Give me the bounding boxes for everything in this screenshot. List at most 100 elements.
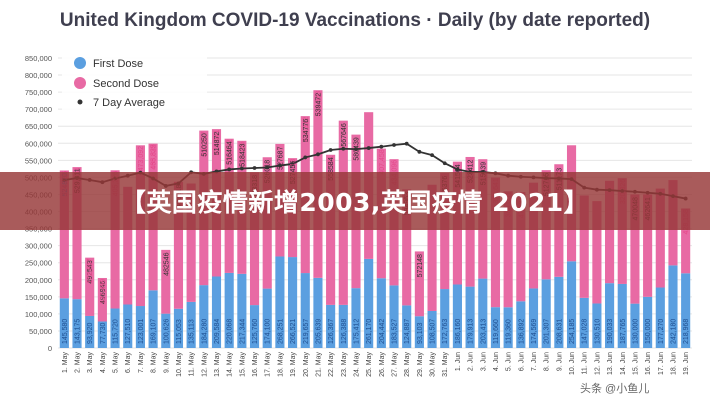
legend-swatch-second-dose (74, 77, 86, 89)
y-tick-label: 700,000 (25, 105, 52, 114)
point-value-label: 510250 (201, 133, 208, 156)
point-value-label: 556,951 (328, 155, 335, 180)
x-tick-label: 10. May (176, 352, 183, 377)
bar-second-dose (123, 186, 133, 305)
bars: 145,580 143,175 93,920 77,730 115,720 127,510… (59, 90, 691, 348)
first-dose-value-label: 186,160 (455, 319, 462, 344)
legend-label-first-dose: First Dose (93, 58, 143, 70)
bar-first-dose (262, 288, 272, 348)
point-value-label: 482546 (163, 252, 170, 275)
x-tick-label: 15. May (239, 352, 246, 377)
first-dose-value-label: 119,660 (493, 319, 500, 344)
first-dose-value-label: 125,760 (252, 319, 259, 344)
bar-first-dose (364, 258, 374, 348)
x-tick-label: 29. May (417, 352, 424, 377)
bar-second-dose (85, 257, 95, 316)
bar-first-dose (326, 304, 336, 348)
bar-second-dose (59, 170, 69, 299)
seven-day-average-point (316, 152, 320, 157)
first-dose-value-label: 130,510 (594, 319, 601, 344)
bar-first-dose (313, 277, 323, 348)
first-dose-value-label: 150,000 (645, 319, 652, 344)
x-tick-label: 11. Jun (582, 352, 589, 375)
first-dose-value-label: 93,103 (417, 322, 424, 344)
first-dose-value-label: 174,100 (265, 319, 272, 344)
x-tick-label: 5. May (113, 352, 120, 374)
first-dose-value-label: 115,053 (176, 319, 183, 344)
first-dose-value-label: 205,639 (315, 319, 322, 344)
point-value-label: 473,092 (138, 146, 145, 171)
x-tick-label: 19. May (290, 352, 297, 377)
x-tick-label: 6. May (125, 352, 132, 374)
seven-day-average-point (341, 146, 346, 151)
legend: First Dose Second Dose 7 Day Average (62, 52, 207, 112)
seven-day-average-point (455, 167, 460, 172)
seven-day-average-point (227, 167, 232, 172)
bar-first-dose (173, 308, 184, 348)
x-tick-label: 14. Jun (620, 352, 627, 375)
x-tick-label: 7. Jun (531, 352, 538, 371)
point-value-label: 428,041 (214, 130, 221, 155)
bar-first-dose (516, 301, 526, 348)
point-value-label: 539472 (315, 93, 322, 116)
x-tick-label: 8. Jun (544, 352, 551, 371)
x-tick-label: 12. Jun (594, 352, 601, 375)
bar-first-dose (528, 288, 539, 348)
x-tick-label: 25. May (366, 352, 373, 377)
bar-first-dose (414, 316, 424, 348)
bar-first-dose (288, 257, 298, 348)
bar-first-dose (490, 307, 501, 348)
seven-day-average-point (442, 161, 447, 166)
point-value-label: 391,246 (239, 141, 246, 166)
first-dose-value-label: 135,113 (189, 319, 196, 344)
x-tick-label: 22. May (328, 352, 335, 377)
point-value-label: 465,822 (151, 144, 158, 169)
bar-first-dose (224, 272, 234, 348)
x-tick-label: 31. May (442, 352, 449, 377)
first-dose-value-label: 184,280 (201, 319, 208, 344)
seven-day-average-point (290, 162, 295, 166)
bar-second-dose (161, 249, 171, 314)
x-tick-label: 14. May (227, 352, 234, 377)
point-value-label: 438,835 (151, 144, 158, 169)
bar-first-dose (148, 290, 158, 348)
x-tick-label: 7. May (138, 352, 145, 374)
point-value-label: 516464 (227, 141, 234, 164)
bar-first-dose (123, 304, 133, 348)
x-tick-label: 8. May (151, 352, 158, 374)
seven-day-average-point (265, 165, 270, 170)
first-dose-value-label: 100,626 (163, 319, 170, 344)
seven-day-average-point (252, 166, 257, 170)
first-dose-value-label: 266,521 (290, 319, 297, 344)
bar-second-dose (617, 178, 627, 284)
bar-first-dose (199, 285, 209, 348)
first-dose-value-label: 119,360 (506, 319, 513, 344)
x-tick-label: 20. May (303, 352, 310, 377)
bar-second-dose (643, 194, 653, 297)
x-tick-label: 6. Jun (518, 352, 525, 371)
seven-day-average-point (404, 141, 409, 146)
first-dose-value-label: 143,175 (75, 319, 82, 344)
bar-first-dose (681, 273, 691, 348)
seven-day-average-point (430, 153, 434, 158)
point-value-label: 496946 (100, 281, 107, 304)
x-tick-label: 16. May (252, 352, 259, 377)
bar-first-dose (579, 297, 589, 348)
first-dose-value-label: 183,527 (392, 319, 399, 344)
bar-first-dose (554, 276, 564, 348)
bar-second-dose (528, 182, 539, 289)
x-tick-label: 1. May (62, 352, 69, 374)
bar-first-dose (237, 273, 247, 348)
first-dose-value-label: 175,412 (353, 319, 360, 344)
first-dose-value-label: 254,185 (569, 319, 576, 344)
first-dose-value-label: 123,001 (138, 319, 145, 344)
point-value-label: 572148 (417, 254, 424, 277)
first-dose-value-label: 242,180 (670, 319, 677, 344)
bar-first-dose (211, 276, 222, 348)
point-value-label: 172,857 (87, 258, 94, 283)
bar-second-dose (440, 173, 450, 290)
first-dose-value-label: 190,033 (607, 319, 614, 344)
bar-first-dose (376, 278, 386, 348)
first-dose-value-label: 268,251 (277, 319, 284, 344)
y-tick-label: 600,000 (25, 139, 52, 148)
